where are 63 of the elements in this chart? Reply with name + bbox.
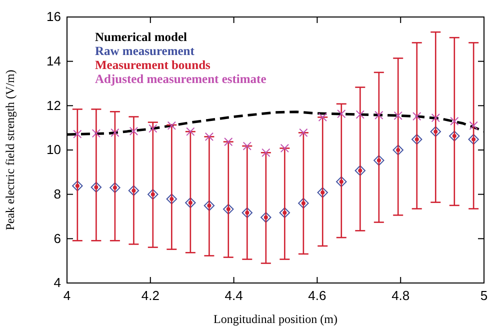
point (374, 110, 384, 120)
point (242, 142, 252, 150)
point (317, 187, 328, 198)
point (73, 130, 82, 138)
point (392, 144, 404, 156)
x-tick-label: 4 (63, 288, 71, 304)
point (204, 132, 214, 142)
point (224, 137, 233, 146)
point (468, 134, 479, 145)
point (260, 212, 272, 223)
point (148, 124, 158, 133)
x-tick-label: 5 (480, 288, 488, 304)
x-tick-label: 4.8 (392, 288, 410, 304)
point (449, 130, 460, 142)
y-axis-title: Peak electric field strength (V/m) (3, 70, 17, 230)
x-axis-title: Longitudinal position (m) (214, 312, 338, 326)
point (279, 207, 290, 218)
y-tick-label: 16 (46, 9, 61, 24)
text: Raw measurement (95, 44, 196, 58)
point (450, 116, 459, 126)
point (469, 121, 478, 130)
point (72, 180, 83, 192)
point (204, 200, 215, 211)
point (299, 128, 308, 138)
point (167, 121, 176, 130)
point (185, 197, 196, 208)
point (431, 114, 440, 122)
text: Measurement bounds (95, 58, 211, 72)
y-tick-label: 10 (46, 142, 61, 158)
y-tick-label: 8 (54, 186, 61, 202)
point (318, 112, 327, 122)
x-tick-label: 4.4 (224, 288, 243, 304)
point (262, 148, 270, 157)
point (110, 128, 120, 138)
text: Adjusted measurement estimate (95, 72, 267, 86)
point (148, 188, 158, 200)
point (223, 204, 234, 215)
x-tick-label: 4.2 (141, 288, 160, 304)
point (374, 155, 384, 166)
point (354, 165, 366, 176)
point (394, 111, 402, 120)
legend-label: Numerical model (95, 30, 188, 44)
x-tick-label: 4.6 (308, 288, 326, 304)
y-tick-label: 6 (54, 230, 61, 246)
point (242, 207, 252, 218)
point (337, 110, 346, 118)
point (186, 127, 195, 136)
point (110, 182, 120, 194)
point (336, 176, 347, 188)
point (129, 126, 138, 136)
point (430, 126, 441, 137)
y-tick-label: 14 (46, 53, 61, 68)
point (128, 185, 140, 196)
point (90, 182, 102, 193)
point (166, 194, 178, 204)
y-tick-label: 12 (46, 98, 61, 113)
y-tick-label: 4 (54, 275, 61, 290)
point (280, 144, 290, 153)
point (92, 129, 101, 138)
point (298, 198, 309, 209)
point (412, 134, 422, 145)
point (412, 112, 422, 121)
point (356, 110, 364, 119)
